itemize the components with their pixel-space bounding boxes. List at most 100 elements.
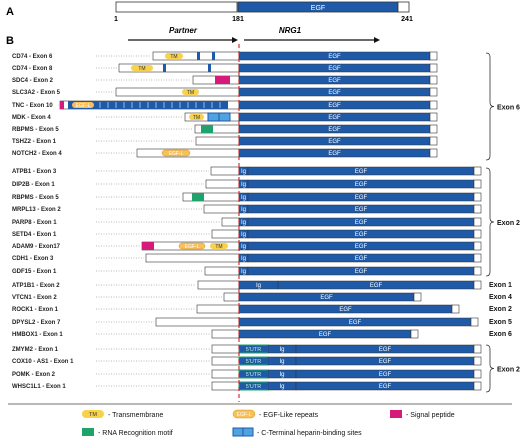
nrg1-tail xyxy=(473,166,482,176)
nrg1-egf-label: EGF xyxy=(379,347,392,353)
nrg1-utr-label: 5'UTR xyxy=(246,347,261,353)
legend-tm-label: - Transmembrane xyxy=(108,412,163,419)
partner-segment xyxy=(115,87,240,97)
fusion-label: SLC3A2 - Exon 5 xyxy=(12,90,61,96)
tm-label: TM xyxy=(138,66,145,72)
panel-a-tail-box xyxy=(397,1,410,13)
panel-a-ig-box xyxy=(115,1,238,13)
nrg1-ig-label: Ig xyxy=(279,384,284,390)
panel-a-egf-label: EGF xyxy=(311,5,325,12)
fusion-label: COX10 - AS1 - Exon 1 xyxy=(12,359,74,365)
nrg1-tail xyxy=(429,112,438,122)
legend-egf-icon-text: EGF-L xyxy=(237,412,252,418)
nrg1-egf-label: EGF xyxy=(328,127,341,133)
nrg1-egf-label: EGF xyxy=(320,295,333,301)
partner-segment xyxy=(211,381,240,391)
partner-segment xyxy=(205,179,240,189)
fusion-label: CD74 - Exon 8 xyxy=(12,66,53,72)
nrg1-egf-label: EGF xyxy=(319,332,332,338)
nrg1-tail xyxy=(473,241,482,251)
nrg1-tail xyxy=(473,229,482,239)
nrg1-ig-label: Ig xyxy=(241,169,246,175)
nrg1-ig-label: Ig xyxy=(279,347,284,353)
partner-segment xyxy=(211,369,240,379)
fusion-label: ATP1B1 - Exon 2 xyxy=(12,283,60,289)
fusion-label: CDH1 - Exon 3 xyxy=(12,256,54,262)
fusion-label: ZMYM2 - Exon 1 xyxy=(12,347,59,353)
partner-arrow-head xyxy=(232,37,238,43)
nrg1-label: NRG1 xyxy=(279,26,302,35)
nrg1-tail xyxy=(429,87,438,97)
fusion-label: ATPB1 - Exon 3 xyxy=(12,169,57,175)
egf-like-repeat xyxy=(161,149,191,157)
partner-segment xyxy=(196,304,240,314)
nrg1-egf-label: EGF xyxy=(339,307,352,313)
nrg1-tail xyxy=(451,304,460,314)
fusion-label: TSHZ2 - Exon 1 xyxy=(12,139,57,145)
egf-like-label: EGF-L xyxy=(169,151,184,157)
fusion-label: MDK - Exon 4 xyxy=(12,115,51,121)
exon-group-label: Exon 6 xyxy=(489,331,512,338)
tm-label: TM xyxy=(215,244,222,250)
nrg1-egf-label: EGF xyxy=(355,195,368,201)
partner-segment xyxy=(182,192,240,202)
fusion-label: ROCK1 - Exon 1 xyxy=(12,307,59,313)
nrg1-egf-label: EGF xyxy=(355,256,368,262)
nrg1-tail xyxy=(429,100,438,110)
fusion-label: CD74 - Exon 6 xyxy=(12,54,53,60)
fusion-label: RBPMS - Exon 5 xyxy=(12,127,59,133)
partner-segment xyxy=(223,292,240,302)
nrg1-ig-label: Ig xyxy=(256,283,261,289)
nrg1-tail xyxy=(473,369,482,379)
rrm-domain xyxy=(201,125,213,133)
partner-segment xyxy=(210,166,240,176)
fusion-label: DIP2B - Exon 1 xyxy=(12,182,55,188)
nrg1-ig-label: Ig xyxy=(241,207,246,213)
nrg1-utr-label: 5'UTR xyxy=(246,384,261,390)
nrg1-egf-label: EGF xyxy=(370,283,383,289)
fusion-label: SETD4 - Exon 1 xyxy=(12,232,57,238)
nrg1-egf-label: EGF xyxy=(349,320,362,326)
legend: TM - Transmembrane EGF-L - EGF-Like repe… xyxy=(82,409,455,437)
nrg1-tail xyxy=(429,136,438,146)
fusion-label: SDC4 - Exon 2 xyxy=(12,78,54,84)
nrg1-egf-label: EGF xyxy=(328,115,341,121)
nrg1-ig-label: Ig xyxy=(241,256,246,262)
nrg1-tail xyxy=(429,63,438,73)
heparin-site xyxy=(207,112,220,122)
partner-marker xyxy=(208,64,211,72)
exon-brace xyxy=(485,344,495,393)
partner-segment xyxy=(221,217,240,227)
legend-tm-swatch xyxy=(82,410,104,418)
nrg1-egf-label: EGF xyxy=(379,359,392,365)
fusion-rows: CD74 - Exon 6 TM EGF CD74 - Exon 8 TM EGF SDC4… xyxy=(12,51,482,391)
nrg1-egf-label: EGF xyxy=(379,384,392,390)
exon-group-label: Exon 6 xyxy=(497,105,520,112)
nrg1-ig-label: Ig xyxy=(279,359,284,365)
nrg1-tail xyxy=(470,317,479,327)
nrg1-tail xyxy=(473,217,482,227)
tm-domain xyxy=(189,114,204,120)
partner-marker xyxy=(212,52,215,60)
nrg1-egf-label: EGF xyxy=(355,169,368,175)
tm-label: TM xyxy=(170,54,177,60)
tm-label: TM xyxy=(193,115,200,121)
partner-marker xyxy=(197,52,200,60)
nrg1-ig-label: Ig xyxy=(241,182,246,188)
nrg1-egf-label: EGF xyxy=(328,151,341,157)
tm-domain xyxy=(182,89,199,95)
legend-egf-swatch xyxy=(232,409,256,419)
nrg1-egf-label: EGF xyxy=(328,103,341,109)
nrg1-tail xyxy=(473,356,482,366)
egf-like-repeat xyxy=(178,242,206,250)
fusion-label: ADAM9 - Exon17 xyxy=(12,244,61,250)
partner-segment xyxy=(211,344,240,354)
fusion-label: MRPL13 - Exon 2 xyxy=(12,207,61,213)
fusion-label: WHSC1L1 - Exon 1 xyxy=(12,384,66,390)
nrg1-tail xyxy=(473,344,482,354)
nrg1-utr-label: 5'UTR xyxy=(246,372,261,378)
partner-marker xyxy=(163,64,166,72)
fusion-label: VTCN1 - Exon 2 xyxy=(12,295,57,301)
legend-signal-swatch xyxy=(390,410,402,418)
